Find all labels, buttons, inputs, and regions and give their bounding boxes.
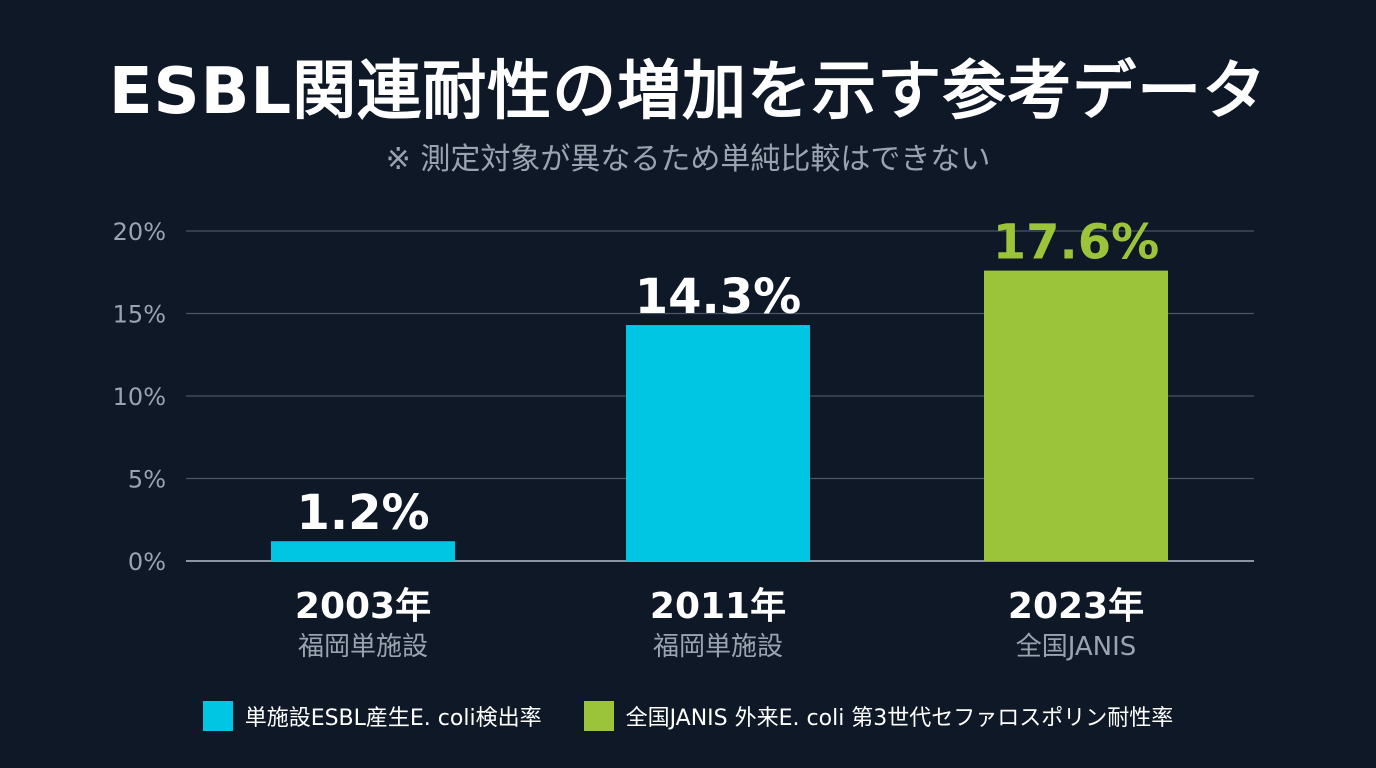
chart-subtitle: ※ 測定対象が異なるため単純比較はできない (385, 142, 991, 177)
legend-item-single-facility: 単施設ESBL産生E. coli検出率 (202, 700, 542, 732)
y-tick-label: 15% (113, 301, 166, 329)
chart-title: ESBL関連耐性の増加を示す参考データ (108, 55, 1268, 129)
bar-value-label: 17.6% (993, 215, 1160, 271)
x-category-label: 2023年 (1008, 586, 1144, 627)
legend-swatch-green (583, 701, 614, 731)
bar-1 (626, 325, 810, 561)
y-tick-label: 0% (128, 548, 166, 576)
legend-label: 単施設ESBL産生E. coli検出率 (244, 706, 542, 731)
y-tick-label: 5% (128, 466, 166, 494)
x-category-label: 2011年 (650, 586, 786, 627)
x-category-sublabel: 全国JANIS (1016, 632, 1137, 662)
bar-0 (271, 541, 455, 561)
legend-label: 全国JANIS 外来E. coli 第3世代セファロスポリン耐性率 (625, 706, 1174, 731)
bar-2 (984, 270, 1168, 561)
y-tick-label: 20% (113, 218, 166, 246)
x-category-sublabel: 福岡単施設 (653, 632, 783, 662)
x-category-sublabel: 福岡単施設 (298, 632, 428, 662)
legend-swatch-cyan (202, 701, 233, 731)
legend-item-national-janis: 全国JANIS 外来E. coli 第3世代セファロスポリン耐性率 (583, 700, 1174, 732)
y-tick-label: 10% (113, 383, 166, 411)
bar-value-label: 1.2% (296, 485, 429, 541)
chart-legend: 単施設ESBL産生E. coli検出率 全国JANIS 外来E. coli 第3… (0, 700, 1376, 732)
x-category-label: 2003年 (295, 586, 431, 627)
bar-value-label: 14.3% (635, 269, 802, 325)
